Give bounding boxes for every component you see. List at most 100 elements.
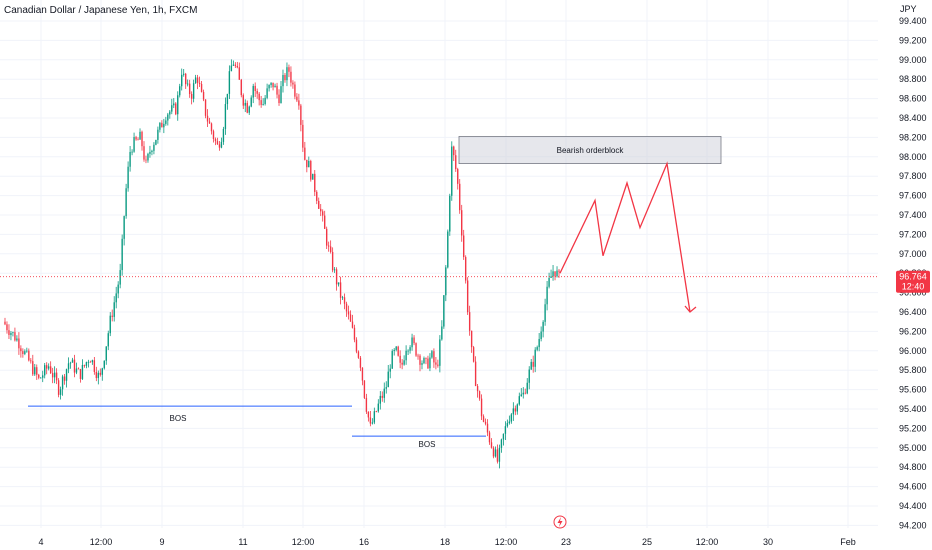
- candle-body: [179, 86, 181, 96]
- candle-body: [276, 85, 278, 95]
- candle-body: [486, 423, 489, 433]
- time-axis[interactable]: 4 12:00 9 11 12:00 16 18 12:00 23 25 12:00 30 Feb: [38, 537, 855, 547]
- candle-body: [413, 337, 415, 344]
- candle-body: [490, 442, 493, 448]
- candle-body: [508, 421, 511, 424]
- x-tick-label: 23: [561, 537, 571, 547]
- candle-body: [79, 369, 82, 379]
- candle-body: [286, 67, 288, 81]
- candle-body: [173, 103, 175, 106]
- y-tick-label: 94.600: [899, 482, 927, 492]
- candle-body: [14, 332, 16, 341]
- candle-body: [246, 102, 248, 113]
- candle-body: [107, 333, 109, 347]
- candle-body: [18, 338, 20, 349]
- candle-body: [242, 95, 244, 106]
- candle-body: [151, 150, 153, 152]
- candle-body: [387, 371, 389, 388]
- candle-body: [214, 138, 217, 142]
- candle-body: [210, 123, 213, 132]
- candle-body: [284, 75, 286, 81]
- candle-body: [230, 65, 233, 72]
- orderblock-rectangle[interactable]: [458, 136, 722, 164]
- orderblock-zone[interactable]: Bearish orderblock: [458, 136, 722, 164]
- candle-body: [12, 332, 14, 333]
- candle-body: [133, 137, 135, 152]
- candle-body: [97, 372, 100, 379]
- candle-body: [379, 395, 381, 404]
- candle-body: [435, 362, 437, 365]
- candle-body: [85, 362, 88, 366]
- candle-body: [194, 77, 197, 84]
- y-tick-label: 96.400: [899, 307, 927, 317]
- candle-body: [153, 144, 155, 151]
- y-tick-label: 99.000: [899, 55, 927, 65]
- candle-body: [157, 129, 159, 140]
- lightning-icon[interactable]: [553, 515, 567, 529]
- candle-body: [369, 417, 372, 424]
- candle-body: [504, 426, 507, 434]
- candle-body: [526, 382, 528, 394]
- candle-body: [232, 64, 235, 66]
- candle-body: [57, 380, 60, 395]
- candle-body: [63, 376, 66, 381]
- candle-body: [81, 365, 84, 379]
- candle-body: [234, 64, 237, 66]
- candle-body: [494, 449, 497, 457]
- candle-body: [349, 314, 352, 322]
- candle-body: [399, 355, 401, 363]
- candle-body: [296, 96, 298, 101]
- candle-body: [93, 360, 96, 372]
- candle-body: [117, 284, 119, 294]
- x-tick-label: 4: [38, 537, 43, 547]
- candle-body: [375, 411, 378, 413]
- candle-body: [186, 83, 189, 85]
- candle-body: [464, 257, 467, 281]
- bos-label-2: BOS: [419, 440, 436, 449]
- candle-body: [145, 159, 147, 161]
- candle-body: [306, 159, 308, 168]
- candle-body: [30, 360, 32, 362]
- candle-body: [59, 389, 62, 395]
- candle-body: [290, 71, 292, 83]
- candle-body: [38, 374, 40, 378]
- candle-body: [407, 350, 409, 352]
- candle-body: [206, 115, 209, 122]
- bos-levels[interactable]: BOS BOS: [28, 405, 486, 449]
- candle-body: [397, 346, 399, 356]
- candle-body: [353, 327, 356, 340]
- candle-body: [274, 85, 276, 88]
- candle-body: [546, 286, 548, 305]
- candle-body: [83, 365, 86, 366]
- candle-body: [363, 380, 366, 398]
- candle-body: [371, 422, 374, 424]
- candle-body: [238, 67, 241, 80]
- candle-body: [544, 304, 546, 322]
- x-tick-label: 9: [159, 537, 164, 547]
- candle-body: [488, 432, 491, 443]
- candle-body: [264, 97, 266, 104]
- candle-body: [127, 166, 129, 189]
- candle-body: [359, 357, 362, 368]
- candle-body: [177, 95, 179, 115]
- x-tick-label: 12:00: [696, 537, 719, 547]
- candle-body: [304, 147, 306, 160]
- candle-body: [280, 86, 282, 104]
- candle-body: [113, 302, 115, 317]
- candle-body: [228, 71, 231, 94]
- projection-zigzag[interactable]: [559, 161, 691, 313]
- candle-body: [302, 124, 304, 148]
- x-tick-label: Feb: [840, 537, 856, 547]
- candle-body: [474, 361, 477, 386]
- candle-body: [427, 358, 429, 369]
- candle-body: [34, 367, 36, 375]
- projection-path[interactable]: [559, 161, 697, 313]
- candle-body: [528, 369, 530, 383]
- candle-body: [250, 97, 252, 107]
- orderblock-label: Bearish orderblock: [557, 146, 625, 155]
- y-tick-label: 97.800: [899, 171, 927, 181]
- candle-body: [270, 82, 272, 86]
- candle-body: [45, 365, 48, 369]
- candle-body: [181, 74, 183, 87]
